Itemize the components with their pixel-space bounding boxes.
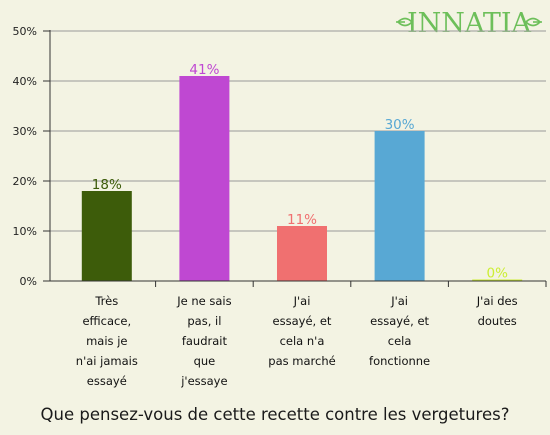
bar-value-labels: 18% 41% 11% 30% 0%	[92, 62, 508, 282]
y-axis-tick-labels: 0% 10% 20% 30% 40% 50%	[13, 25, 50, 288]
logo-wordmark: INNATIA	[407, 8, 532, 39]
innatia-logo: INNATIA	[396, 8, 542, 39]
axes	[49, 30, 546, 282]
y-tick-label: 20%	[13, 175, 37, 188]
bar-value-label: 18%	[92, 177, 122, 193]
poll-bar-chart: INNATIA 0%10%20%30%40%50% 18%41%11%30%0%…	[13, 8, 547, 388]
y-tick-label: 0%	[20, 275, 37, 288]
bar-value-label: 30%	[385, 117, 415, 133]
poll-question: Que pensez-vous de cette recette contre …	[40, 405, 510, 424]
y-tick-label: 30%	[13, 125, 37, 138]
y-gridlines	[50, 30, 546, 232]
x-category-label: J'ai essayé, et cela fonctionne	[369, 294, 430, 368]
y-tick-label: 10%	[13, 225, 37, 238]
x-category-label: J'ai essayé, et cela n'a pas marché	[268, 294, 335, 368]
bar	[179, 76, 230, 281]
x-axis-category-labels: Très efficace, mais je n'ai jamais essayé Je …	[76, 281, 547, 388]
bar-value-label: 41%	[189, 62, 219, 78]
bars	[81, 76, 523, 281]
bar	[472, 279, 523, 281]
bar-value-label: 0%	[486, 266, 508, 282]
x-category-label: Très efficace, mais je n'ai jamais essayé	[76, 294, 138, 388]
bar	[81, 191, 132, 281]
bar	[277, 226, 327, 281]
x-category-label: Je ne sais pas, il faudrait que j'essaye	[176, 294, 231, 388]
x-category-label: J'ai des doutes	[476, 294, 518, 328]
y-tick-label: 50%	[13, 25, 37, 38]
bar	[374, 131, 425, 281]
bar-value-label: 11%	[287, 212, 317, 228]
y-tick-label: 40%	[13, 75, 37, 88]
